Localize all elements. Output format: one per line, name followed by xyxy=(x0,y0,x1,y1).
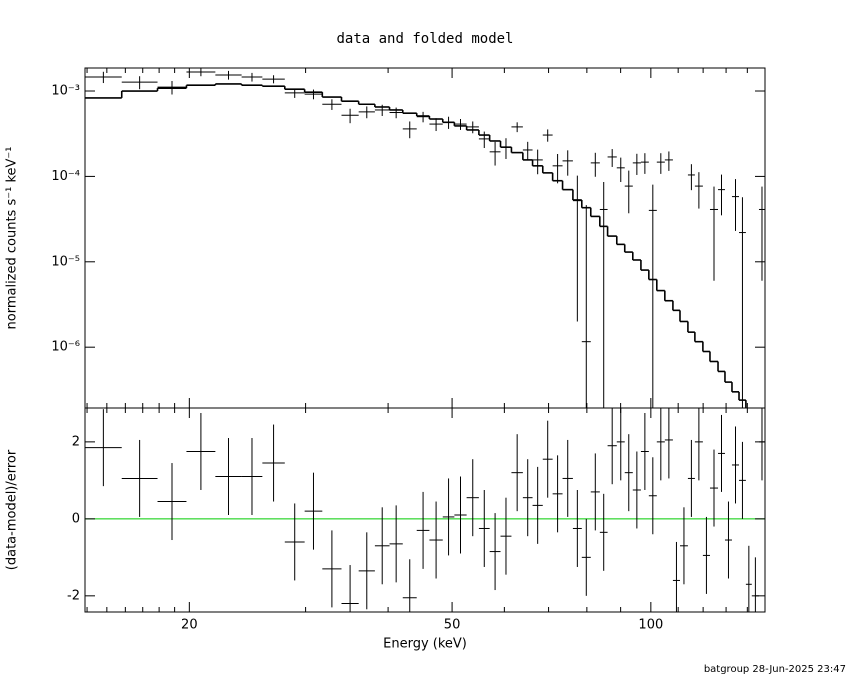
bottom-plot-area xyxy=(85,408,765,612)
y-tick-label: 2 xyxy=(72,434,80,449)
top-plot-area xyxy=(85,68,765,408)
top-panel-frame xyxy=(84,67,766,409)
y-tick-label: 10⁻⁶ xyxy=(51,340,80,355)
y-tick-label: 10⁻³ xyxy=(51,84,80,99)
y-tick-label: 0 xyxy=(72,511,80,526)
y-axis-label: (data-model)/error xyxy=(5,449,20,570)
y-tick-label: 10⁻⁴ xyxy=(51,169,80,184)
chart-title: data and folded model xyxy=(336,31,513,47)
footer: batgroup 28-Jun-2025 23:47 xyxy=(704,664,846,675)
model-connector xyxy=(120,83,747,408)
x-tick-label: 100 xyxy=(638,618,663,633)
y-tick-label: 10⁻⁵ xyxy=(51,254,80,269)
bottom-panel-frame xyxy=(84,407,766,613)
y-tick-label: -2 xyxy=(67,588,80,603)
axes: 20 50 100 10⁻³ 10⁻⁴ 10⁻⁵ 10⁻⁶ -2 0 2 xyxy=(51,68,765,633)
x-tick-label: 20 xyxy=(181,618,198,633)
x-tick-label: 50 xyxy=(444,618,461,633)
y-axis-label: normalized counts s⁻¹ keV⁻¹ xyxy=(5,147,20,330)
x-axis-label: Energy (keV) xyxy=(383,637,467,652)
